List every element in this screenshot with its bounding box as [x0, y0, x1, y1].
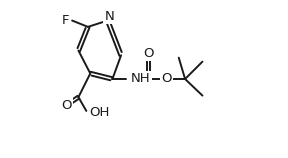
Text: O: O: [143, 47, 154, 60]
Text: F: F: [62, 14, 70, 27]
Text: O: O: [162, 73, 172, 85]
Text: OH: OH: [90, 106, 110, 119]
Text: O: O: [61, 99, 72, 112]
Text: NH: NH: [130, 73, 150, 85]
Text: N: N: [104, 10, 114, 23]
